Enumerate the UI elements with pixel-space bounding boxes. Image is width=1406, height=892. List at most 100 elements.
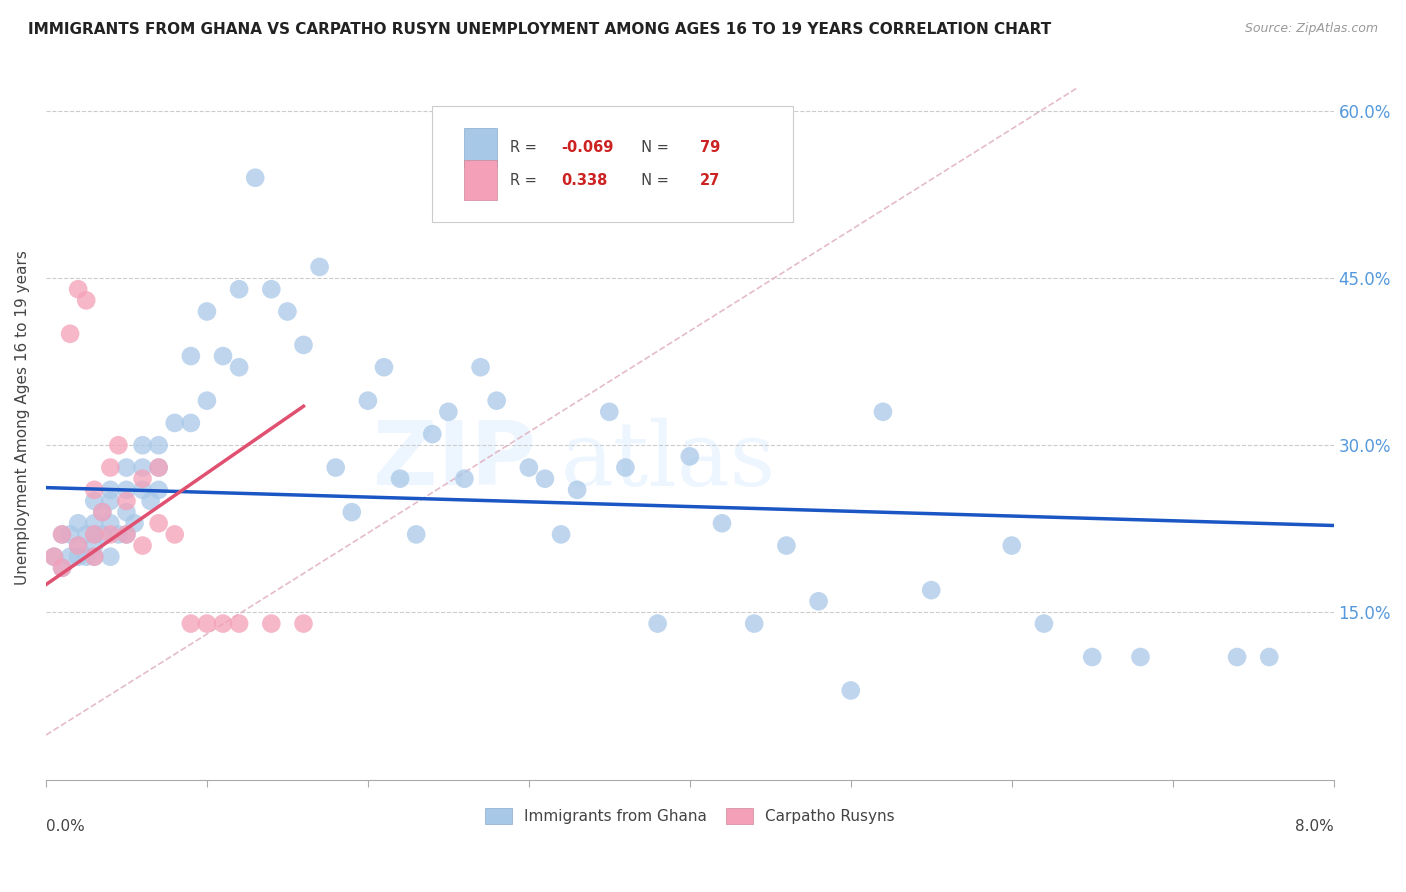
Point bbox=[212, 616, 235, 631]
Point bbox=[420, 427, 443, 442]
Text: N =: N = bbox=[631, 173, 673, 187]
Point bbox=[920, 583, 942, 598]
Point bbox=[83, 549, 105, 564]
Point bbox=[148, 516, 170, 531]
Point bbox=[437, 405, 460, 419]
Point bbox=[98, 516, 121, 531]
Point bbox=[83, 516, 105, 531]
Point bbox=[59, 326, 82, 341]
Point bbox=[98, 483, 121, 497]
Point bbox=[325, 460, 347, 475]
Point bbox=[148, 460, 170, 475]
Text: 0.0%: 0.0% bbox=[46, 820, 84, 835]
Point bbox=[228, 616, 250, 631]
Point bbox=[131, 472, 153, 486]
Text: 0.338: 0.338 bbox=[561, 173, 607, 187]
Point bbox=[180, 616, 202, 631]
Text: ZIP: ZIP bbox=[373, 417, 536, 504]
Text: -0.069: -0.069 bbox=[561, 140, 613, 155]
Point bbox=[83, 527, 105, 541]
Point bbox=[647, 616, 669, 631]
Point bbox=[75, 549, 97, 564]
Point bbox=[51, 561, 73, 575]
Point bbox=[107, 527, 129, 541]
Point bbox=[98, 527, 121, 541]
Point bbox=[1001, 539, 1024, 553]
Point bbox=[260, 616, 283, 631]
Legend: Immigrants from Ghana, Carpatho Rusyns: Immigrants from Ghana, Carpatho Rusyns bbox=[478, 802, 901, 830]
Point bbox=[1081, 650, 1104, 665]
Point bbox=[517, 460, 540, 475]
Point bbox=[83, 494, 105, 508]
Point bbox=[67, 549, 90, 564]
Point bbox=[163, 527, 186, 541]
Point bbox=[115, 527, 138, 541]
Point bbox=[163, 416, 186, 430]
Text: atlas: atlas bbox=[561, 417, 776, 505]
Point bbox=[195, 616, 218, 631]
Point bbox=[470, 360, 492, 375]
Point bbox=[550, 527, 572, 541]
Point bbox=[405, 527, 427, 541]
Point bbox=[67, 539, 90, 553]
Point bbox=[340, 505, 363, 519]
Point bbox=[614, 460, 637, 475]
Point bbox=[807, 594, 830, 608]
Text: R =: R = bbox=[509, 140, 541, 155]
Point bbox=[107, 438, 129, 452]
Point bbox=[139, 494, 162, 508]
Point bbox=[115, 483, 138, 497]
Point bbox=[308, 260, 330, 274]
Point bbox=[679, 450, 702, 464]
Point bbox=[42, 549, 65, 564]
Point bbox=[91, 505, 114, 519]
Point bbox=[148, 483, 170, 497]
Point bbox=[1129, 650, 1152, 665]
Point bbox=[1226, 650, 1249, 665]
Point bbox=[292, 338, 315, 352]
Point bbox=[228, 360, 250, 375]
Point bbox=[839, 683, 862, 698]
Point bbox=[98, 460, 121, 475]
Point bbox=[292, 616, 315, 631]
Point bbox=[148, 460, 170, 475]
Text: 27: 27 bbox=[700, 173, 720, 187]
Point bbox=[59, 527, 82, 541]
Point bbox=[1258, 650, 1281, 665]
Point bbox=[742, 616, 765, 631]
Point bbox=[98, 549, 121, 564]
Point bbox=[42, 549, 65, 564]
Point bbox=[565, 483, 588, 497]
Point bbox=[98, 494, 121, 508]
Point bbox=[75, 527, 97, 541]
FancyBboxPatch shape bbox=[432, 106, 793, 222]
Point bbox=[775, 539, 797, 553]
Point bbox=[91, 505, 114, 519]
Point bbox=[67, 539, 90, 553]
FancyBboxPatch shape bbox=[464, 128, 496, 168]
Point bbox=[51, 561, 73, 575]
Point bbox=[453, 472, 475, 486]
Text: 8.0%: 8.0% bbox=[1295, 820, 1334, 835]
Point bbox=[67, 516, 90, 531]
Point bbox=[131, 438, 153, 452]
Point bbox=[598, 405, 620, 419]
Point bbox=[711, 516, 734, 531]
Text: N =: N = bbox=[631, 140, 673, 155]
FancyBboxPatch shape bbox=[464, 161, 496, 200]
Text: IMMIGRANTS FROM GHANA VS CARPATHO RUSYN UNEMPLOYMENT AMONG AGES 16 TO 19 YEARS C: IMMIGRANTS FROM GHANA VS CARPATHO RUSYN … bbox=[28, 22, 1052, 37]
Point bbox=[212, 349, 235, 363]
Point bbox=[389, 472, 412, 486]
Point bbox=[180, 349, 202, 363]
Point bbox=[872, 405, 894, 419]
Point bbox=[195, 304, 218, 318]
Point bbox=[131, 539, 153, 553]
Point bbox=[115, 527, 138, 541]
Text: R =: R = bbox=[509, 173, 541, 187]
Point bbox=[83, 539, 105, 553]
Point bbox=[245, 170, 267, 185]
Text: Source: ZipAtlas.com: Source: ZipAtlas.com bbox=[1244, 22, 1378, 36]
Point bbox=[75, 293, 97, 308]
Point bbox=[124, 516, 146, 531]
Point bbox=[260, 282, 283, 296]
